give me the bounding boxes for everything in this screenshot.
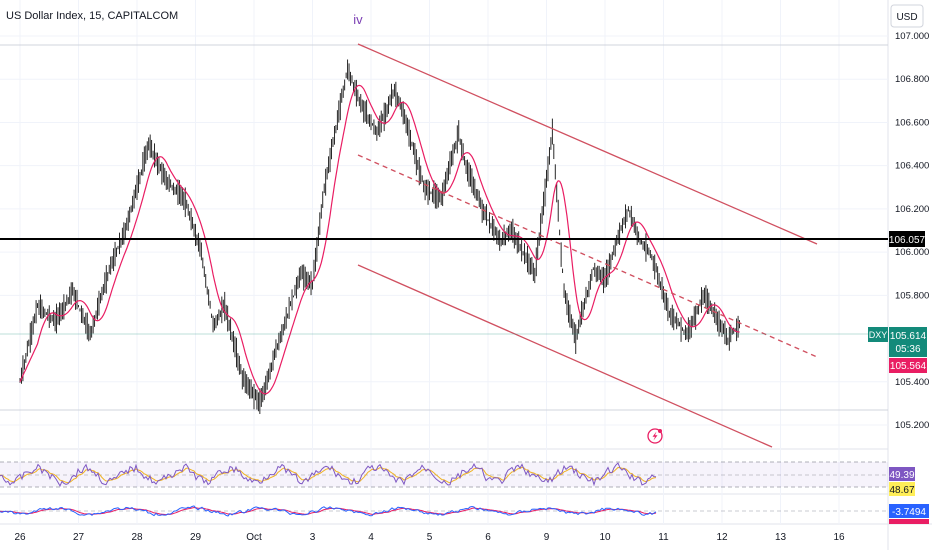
price-tick-label: 105.800	[895, 290, 929, 301]
rsi-line	[0, 462, 657, 488]
lightning-alert-icon[interactable]	[647, 428, 663, 444]
time-tick-label: 11	[658, 532, 669, 543]
macd-line	[0, 505, 657, 517]
price-tick-label: 106.800	[895, 74, 929, 85]
time-tick-label: 13	[775, 532, 787, 543]
rsi-pane[interactable]	[0, 461, 888, 488]
horizontal-line-value: 106.057	[889, 235, 926, 246]
time-tick-label: 29	[190, 532, 202, 543]
rsi-value-badge: 49.39	[889, 467, 915, 481]
time-tick-label: Oct	[246, 532, 262, 543]
last-price-badge: 105.614 05:36	[889, 327, 927, 357]
time-tick-label: 4	[368, 532, 374, 543]
symbol-label: DXY	[869, 330, 888, 340]
channel-lower-line[interactable]	[357, 264, 773, 448]
symbol-badge: DXY	[868, 327, 888, 342]
price-tick-label: 105.200	[895, 420, 929, 431]
ma-value: 105.564	[890, 361, 927, 372]
descending-channel[interactable]	[357, 43, 818, 448]
time-tick-label: 5	[427, 532, 433, 543]
price-tick-label: 106.400	[895, 161, 929, 172]
time-axis[interactable]: 26 27 28 29 Oct 3 4 5 6 9 10 11 12 13 16	[14, 532, 845, 543]
time-tick-label: 3	[310, 532, 316, 543]
macd-value-badge: -3.7494	[889, 504, 929, 518]
time-tick-label: 12	[716, 532, 728, 543]
time-tick-label: 6	[485, 532, 491, 543]
time-tick-label: 28	[131, 532, 143, 543]
chart-title: US Dollar Index, 15, CAPITALCOM	[6, 10, 178, 22]
bar-countdown: 05:36	[895, 344, 920, 355]
channel-mid-line[interactable]	[357, 154, 818, 358]
reference-lines	[0, 44, 888, 411]
time-tick-label: 9	[544, 532, 550, 543]
time-tick-label: 27	[73, 532, 85, 543]
wave-label-iv[interactable]: iv	[353, 12, 363, 27]
grid-lines	[0, 0, 888, 524]
macd-signal-badge	[889, 519, 929, 524]
rsi-value-1: 49.39	[889, 470, 914, 481]
price-tick-label: 106.000	[895, 247, 929, 258]
price-axis[interactable]: 107.000 106.800 106.600 106.400 106.200 106.0…	[895, 31, 929, 431]
moving-average-series	[19, 84, 740, 395]
macd-value-1: -3.7494	[892, 507, 926, 518]
time-tick-label: 26	[14, 532, 26, 543]
channel-upper-line[interactable]	[357, 43, 818, 245]
horizontal-line-badge: 106.057	[889, 231, 926, 247]
ma-value-badge: 105.564	[889, 358, 927, 373]
time-tick-label: 10	[599, 532, 611, 543]
price-tick-label: 106.600	[895, 117, 929, 128]
price-tick-label: 106.200	[895, 204, 929, 215]
moving-average-line	[19, 84, 740, 395]
price-tick-label: 105.400	[895, 377, 929, 388]
rsi-value-2: 48.67	[889, 485, 914, 496]
last-price-value: 105.614	[890, 331, 927, 342]
price-series	[19, 59, 740, 414]
currency-label: USD	[896, 12, 917, 23]
rsi-signal-badge: 48.67	[889, 482, 915, 496]
currency-button[interactable]: USD	[890, 4, 924, 28]
macd-pane[interactable]	[0, 505, 888, 517]
time-tick-label: 16	[833, 532, 845, 543]
price-tick-label: 107.000	[895, 31, 929, 42]
